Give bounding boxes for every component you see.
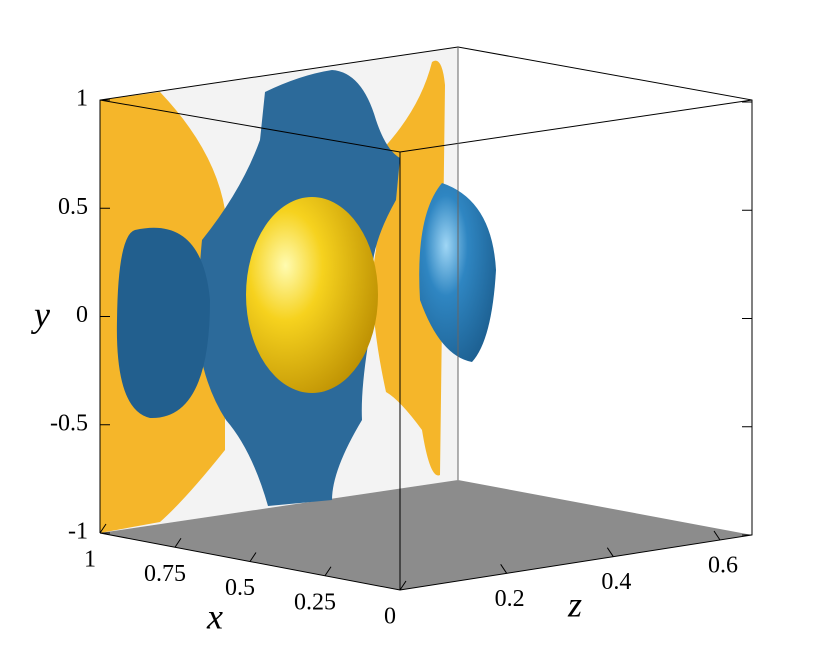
x-tick (99, 523, 107, 534)
floor (100, 480, 752, 590)
x-tick-label: 0.75 (144, 561, 186, 587)
z-axis-title: z (567, 584, 582, 624)
x-tick (249, 552, 257, 562)
x-tick (399, 580, 407, 591)
z-tick (606, 547, 614, 557)
x-tick-label: 0.5 (225, 575, 255, 601)
y-tick-label: -0.5 (50, 410, 88, 436)
y-tick-label: 0 (76, 302, 88, 328)
isosurface-positive (246, 197, 378, 393)
x-axis-title: x (206, 596, 223, 636)
x-tick (174, 537, 182, 548)
isosurface-negative (116, 227, 210, 419)
x-tick-label: 0.25 (294, 589, 336, 615)
y-tick-label: 0.5 (58, 194, 88, 220)
z-tick (713, 530, 721, 541)
x-tick-label: 1 (84, 547, 96, 573)
z-tick-label: 0.4 (601, 569, 631, 595)
z-tick (500, 564, 508, 574)
y-tick-label: -1 (68, 519, 88, 545)
y-axis-title: y (31, 294, 50, 334)
z-tick-label: 0.6 (708, 553, 738, 579)
y-tick-label: 1 (76, 86, 88, 112)
x-tick-label: 0 (384, 604, 396, 630)
x-tick (324, 566, 332, 577)
z-tick-label: 0.2 (495, 586, 525, 612)
